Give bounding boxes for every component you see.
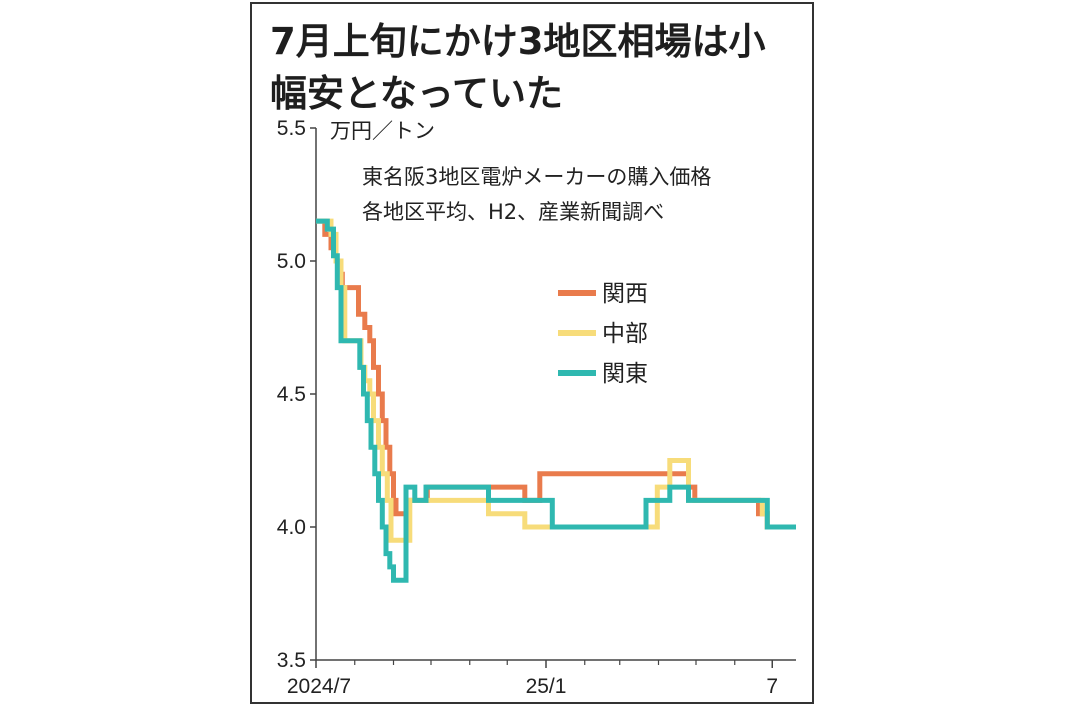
legend-label-関西: 関西 bbox=[602, 281, 648, 307]
y-tick-label: 5.5 bbox=[277, 117, 306, 140]
chart-title: 7月上旬にかけ3地区相場は小 幅安となっていた bbox=[270, 16, 810, 120]
series-line-中部 bbox=[316, 218, 796, 543]
legend-label-中部: 中部 bbox=[602, 321, 648, 347]
legend-label-関東: 関東 bbox=[602, 361, 648, 387]
chart-axes: 5.5 5.0 4.5 4.0 3.5 2024/7 25/1 7 bbox=[277, 117, 796, 698]
chart-frame: 7月上旬にかけ3地区相場は小 幅安となっていた bbox=[250, 2, 814, 704]
source-note-1: 東名阪3地区電炉メーカーの購入価格 bbox=[362, 165, 711, 189]
y-tick-label: 5.0 bbox=[277, 250, 306, 273]
y-tick-label: 4.5 bbox=[277, 383, 306, 406]
source-note-2: 各地区平均、H2、産業新聞調べ bbox=[362, 200, 664, 224]
y-tick-label: 3.5 bbox=[277, 649, 306, 672]
unit-label: 万円／トン bbox=[330, 119, 435, 143]
title-line-1: 7月上旬にかけ3地区相場は小 bbox=[270, 20, 766, 63]
series-line-関東 bbox=[316, 218, 796, 583]
x-tick-label: 25/1 bbox=[526, 675, 567, 698]
y-tick-label: 4.0 bbox=[277, 516, 306, 539]
x-tick-label: 2024/7 bbox=[287, 675, 351, 698]
title-line-2: 幅安となっていた bbox=[270, 72, 564, 115]
chart-series bbox=[316, 218, 796, 583]
x-tick-label: 7 bbox=[766, 675, 778, 698]
